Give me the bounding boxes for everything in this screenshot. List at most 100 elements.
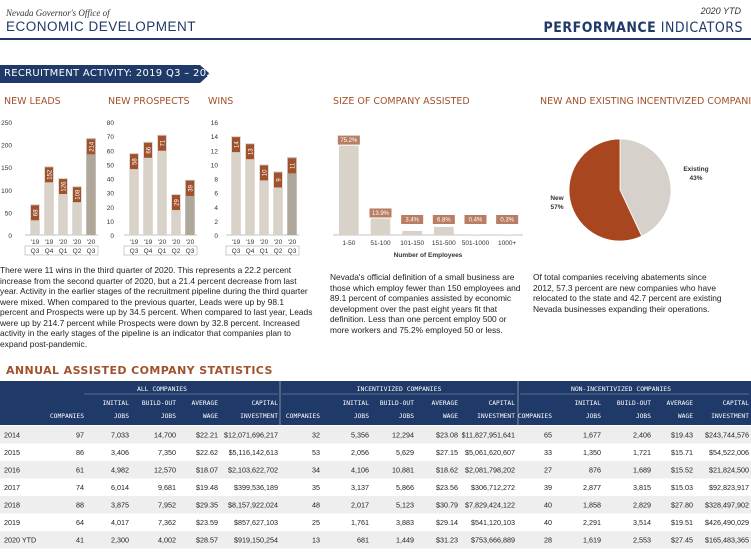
x-tick-label-bottom: Q1 <box>260 248 269 255</box>
data-label: 152 <box>48 169 54 180</box>
bar <box>129 153 139 235</box>
data-label-tag <box>464 215 487 224</box>
data-label: 29 <box>175 199 181 206</box>
table-cell: 27 <box>544 466 552 475</box>
table-cell: $919,150,254 <box>234 536 278 545</box>
data-label: 108 <box>76 189 82 200</box>
quarter-box <box>123 245 198 256</box>
table-col-header-bottom: COMPANIES <box>50 413 84 420</box>
recruitment-banner-arrow <box>200 65 210 83</box>
table-cell: 5,629 <box>396 448 414 457</box>
table-cell: $7,829,424,122 <box>465 501 515 510</box>
data-label: 3.4% <box>405 218 419 224</box>
x-tick-label-bottom: Q3 <box>186 248 195 255</box>
y-tick-label: 0 <box>8 233 12 240</box>
recruitment-paragraph-line: were up by 214.7 percent while Prospects… <box>0 317 300 328</box>
table-col-header-top: AVERAGE <box>431 400 458 407</box>
table-cell: 41 <box>76 536 84 545</box>
table-col-header-bottom: COMPANIES <box>518 413 552 420</box>
y-tick-label: 60 <box>107 148 115 155</box>
chart-title: NEW AND EXISTING INCENTIVIZED COMPANIES <box>540 96 751 107</box>
header-rule <box>0 38 751 40</box>
y-tick-label: 14 <box>211 134 219 141</box>
table-cell: $541,120,103 <box>471 518 515 527</box>
table-row-year: 2016 <box>4 466 20 475</box>
y-tick-label: 40 <box>107 177 115 184</box>
table-cell: $19.48 <box>196 483 218 492</box>
y-tick-label: 250 <box>1 120 12 127</box>
quarter-box <box>225 245 300 256</box>
table-cell: 86 <box>76 448 84 457</box>
table-cell: 48 <box>312 501 320 510</box>
table-cell: $27.45 <box>671 536 693 545</box>
table-cell: 2,553 <box>633 536 651 545</box>
data-label: 0.4% <box>469 218 483 224</box>
table-col-header-bottom: INVESTMENT <box>240 413 278 420</box>
x-tick-label-top: '20 <box>274 239 283 246</box>
table-cell: 2,406 <box>633 431 651 440</box>
x-tick-label-bottom: Q4 <box>246 248 255 255</box>
table-col-header-bottom: JOBS <box>354 413 369 420</box>
table-col-header-bottom: WAGE <box>203 413 218 420</box>
table-cell: $5,061,620,607 <box>465 448 515 457</box>
report-title-main: PERFORMANCE <box>543 20 657 36</box>
data-label: 75.2% <box>340 138 358 144</box>
table-row <box>0 531 751 549</box>
table-col-header-top: CAPITAL <box>488 400 515 407</box>
size-paragraph-line: Nevada's official definition of a small … <box>330 272 515 282</box>
y-tick-label: 10 <box>107 219 115 226</box>
table-cell: $23.56 <box>436 483 458 492</box>
table-cell: 1,721 <box>633 448 651 457</box>
y-tick-label: 20 <box>107 205 115 212</box>
data-label-tag <box>432 215 455 224</box>
table-cell: 13 <box>312 536 320 545</box>
table-cell: 2,829 <box>633 501 651 510</box>
table-cell: 33 <box>544 448 552 457</box>
data-label: 71 <box>161 139 167 146</box>
chart-title: NEW PROSPECTS <box>108 96 190 107</box>
table-cell: 4,002 <box>158 536 176 545</box>
bar <box>171 194 181 235</box>
chart-title: NEW LEADS <box>4 96 61 107</box>
x-tick-label-top: '20 <box>186 239 195 246</box>
table-cell: 12,570 <box>154 466 176 475</box>
table-cell: $15.71 <box>671 448 693 457</box>
table-cell: $29.14 <box>436 518 458 527</box>
table-cell: 7,350 <box>158 448 176 457</box>
bar <box>143 141 153 235</box>
table-cell: $29.35 <box>196 501 218 510</box>
y-tick-label: 50 <box>5 210 13 217</box>
x-tick-label-bottom: Q3 <box>31 248 40 255</box>
recruitment-banner-text: RECRUITMENT ACTIVITY: 2019 Q3 – 2020 Q3 <box>4 68 238 79</box>
y-tick-label: 100 <box>1 188 12 195</box>
pie-paragraph-line: Nevada businesses expanding their operat… <box>533 303 710 314</box>
x-tick-label: 501-1000 <box>462 240 490 247</box>
table-col-header-bottom: COMPANIES <box>286 413 320 420</box>
x-tick-label-top: '20 <box>260 239 269 246</box>
table-cell: 3,875 <box>111 501 129 510</box>
y-tick-label: 150 <box>1 165 12 172</box>
table-cell: $21,824,500 <box>709 466 749 475</box>
data-label-tag <box>260 165 268 181</box>
data-label: 9 <box>277 178 283 182</box>
report-period: 2020 YTD <box>700 6 741 16</box>
x-tick-label: 1-50 <box>342 240 355 247</box>
x-tick-label: 1000+ <box>498 240 516 247</box>
table-cell: 28 <box>544 536 552 545</box>
table-cell: 1,761 <box>351 518 369 527</box>
table-col-header-top: AVERAGE <box>666 400 693 407</box>
bar <box>231 136 241 235</box>
report-title: PERFORMANCE INDICATORS <box>544 20 743 36</box>
table-cell: 1,449 <box>396 536 414 545</box>
table-cell: $426,490,029 <box>705 518 749 527</box>
bar <box>370 218 391 235</box>
table-cell: 5,123 <box>396 501 414 510</box>
y-tick-label: 0 <box>214 233 218 240</box>
table-cell: 88 <box>76 501 84 510</box>
table-cell: 7,362 <box>158 518 176 527</box>
table-row <box>0 513 751 531</box>
data-label: 13 <box>249 148 255 155</box>
data-label-tag <box>87 139 95 155</box>
table-cell: 1,619 <box>583 536 601 545</box>
data-label: 66 <box>147 146 153 153</box>
